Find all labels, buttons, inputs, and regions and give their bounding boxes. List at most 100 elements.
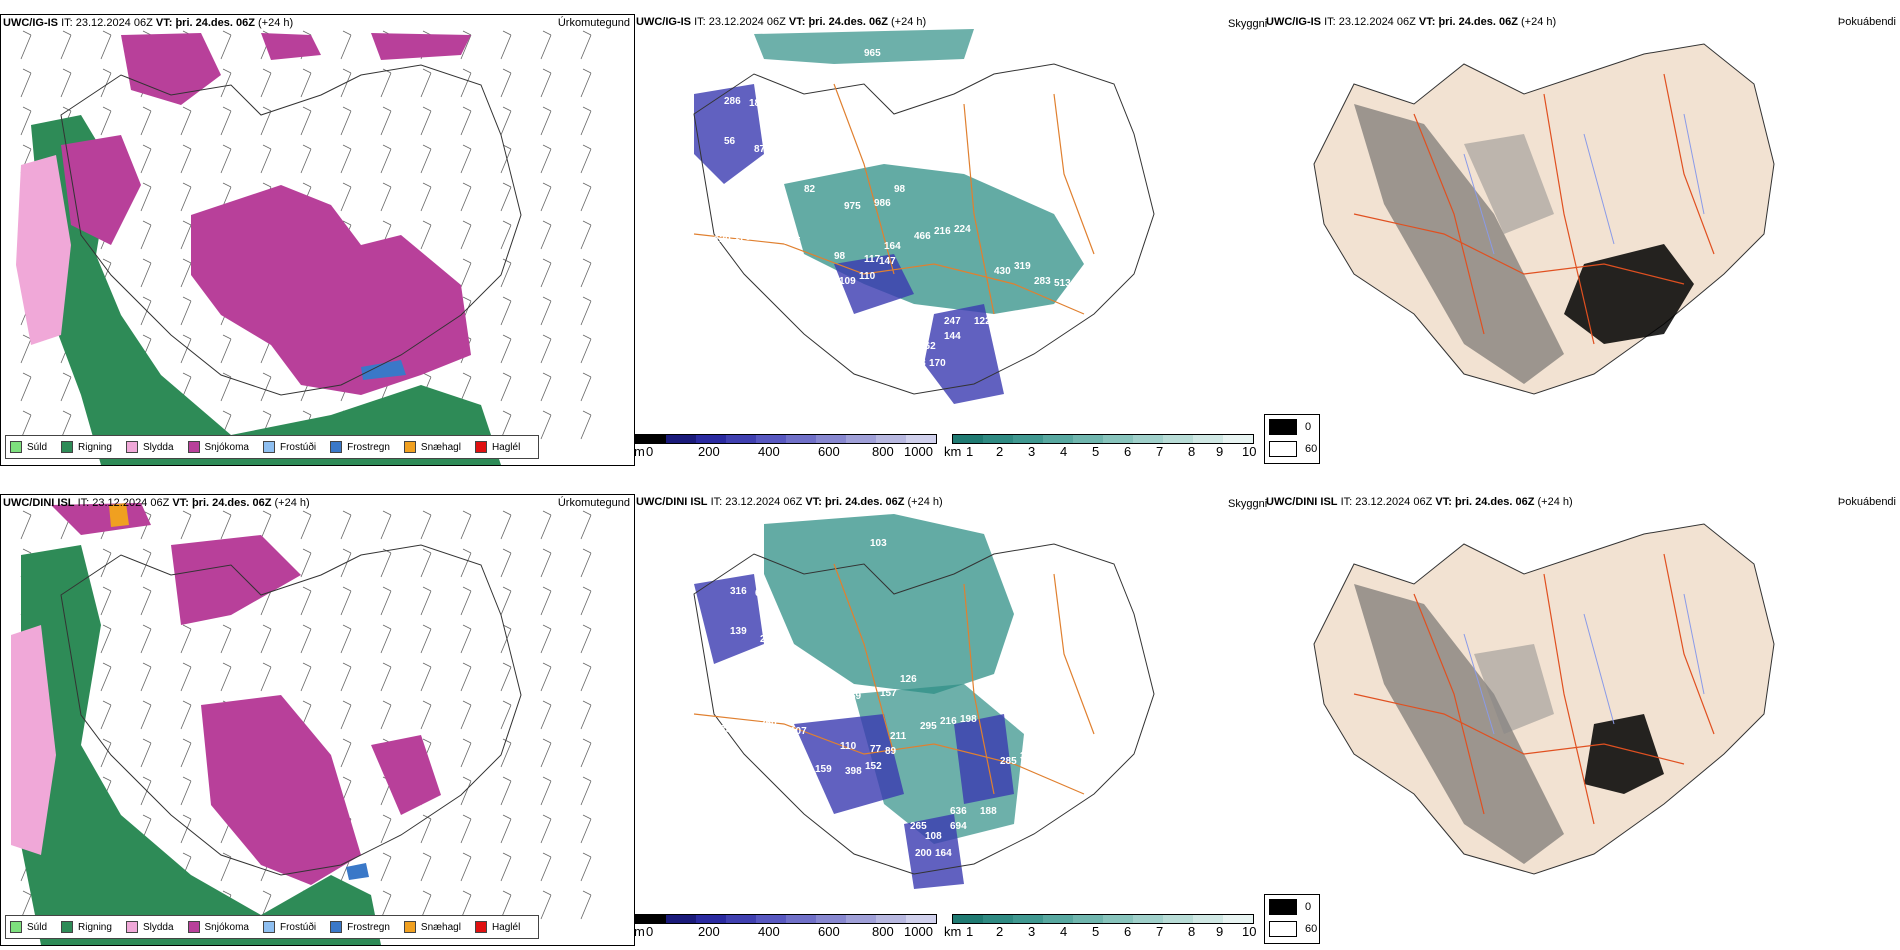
wind-barb xyxy=(380,510,392,540)
wind-barb xyxy=(300,106,312,136)
vis-label: 135 xyxy=(784,236,801,247)
wind-barb xyxy=(580,814,592,844)
wind-barb xyxy=(580,30,592,60)
wind-barb xyxy=(460,586,472,616)
vis-label: 283 xyxy=(1034,276,1051,287)
wind-barb xyxy=(220,372,232,402)
vis-label: 62 xyxy=(774,256,786,267)
legend-swatch xyxy=(262,921,275,933)
wind-barb xyxy=(300,68,312,98)
vis-label: 56 xyxy=(724,136,736,147)
wind-barb xyxy=(380,814,392,844)
wind-barb xyxy=(420,182,432,212)
wind-barb xyxy=(100,662,112,692)
vis-label: 636 xyxy=(950,806,967,817)
wind-barb xyxy=(340,510,352,540)
wind-barb xyxy=(180,814,192,844)
wind-barb xyxy=(140,258,152,288)
vis-label: 211 xyxy=(890,731,907,742)
vis-label: 121 xyxy=(809,274,826,285)
wind-barb xyxy=(540,852,552,882)
wind-barb xyxy=(500,624,512,654)
wind-barb xyxy=(500,662,512,692)
cloud-map-1 xyxy=(1313,43,1775,395)
wind-barb xyxy=(180,510,192,540)
wind-barb xyxy=(260,662,272,692)
wind-barb xyxy=(300,510,312,540)
vis-label: 216 xyxy=(940,716,957,727)
vis-label: 67 xyxy=(755,588,767,599)
vis-colorbar-km-2: km 1 2 3 4 5 6 7 8 9 10 xyxy=(944,914,1264,944)
wind-barb xyxy=(140,586,152,616)
legend-swatch xyxy=(403,441,416,453)
wind-barb xyxy=(180,144,192,174)
panel-subtitle-vis-1: Skyggni xyxy=(1228,18,1268,30)
vis-label: 73 xyxy=(1080,766,1092,777)
wind-barb xyxy=(420,548,432,578)
wind-barb xyxy=(300,548,312,578)
wind-barb xyxy=(20,510,32,540)
wind-barb xyxy=(540,624,552,654)
wind-barb xyxy=(340,662,352,692)
fog-area-1 xyxy=(1354,104,1564,384)
wind-barb xyxy=(340,106,352,136)
vis-label: 77 xyxy=(870,744,882,755)
wind-barb xyxy=(340,586,352,616)
vis-label: 267 xyxy=(810,674,827,685)
wind-barb xyxy=(540,182,552,212)
wind-barb xyxy=(420,662,432,692)
wind-barb xyxy=(140,700,152,730)
wind-barb xyxy=(580,890,592,920)
wind-barb xyxy=(180,334,192,364)
wind-barb xyxy=(580,662,592,692)
precip-panel-2: UWC/DINI ISL IT: 23.12.2024 06Z VT: þri.… xyxy=(0,494,635,946)
legend-swatch xyxy=(125,921,138,933)
wind-barb xyxy=(140,738,152,768)
vis-label: 216 xyxy=(934,226,951,237)
precip-panel-1: UWC/IG-IS IT: 23.12.2024 06Z VT: þri. 24… xyxy=(0,14,635,466)
wind-barb xyxy=(580,738,592,768)
legend-swatch xyxy=(262,441,275,453)
vis-label: 986 xyxy=(874,198,891,209)
wind-barb xyxy=(540,258,552,288)
coastline-vis-1 xyxy=(693,63,1155,395)
wind-barb xyxy=(220,624,232,654)
vis-label: 108 xyxy=(925,831,942,842)
wind-barb xyxy=(580,776,592,806)
vis-label: 250 xyxy=(760,718,777,729)
wind-barb xyxy=(140,548,152,578)
wind-barb xyxy=(380,106,392,136)
wind-barb xyxy=(340,624,352,654)
wind-barb xyxy=(460,106,472,136)
vis-label: 176 xyxy=(734,232,751,243)
wind-barb xyxy=(300,624,312,654)
vis-label: 496 xyxy=(1060,768,1077,779)
wind-barb xyxy=(540,738,552,768)
vis-colorbar-m-1: m 0 200 400 600 800 1000 xyxy=(634,434,944,464)
vis-colorbar-km-1: km 1 2 3 4 5 6 7 8 9 10 xyxy=(944,434,1264,464)
wind-barb xyxy=(180,776,192,806)
panel-subtitle-vis-2: Skyggni xyxy=(1228,498,1268,510)
wind-barb xyxy=(260,144,272,174)
wind-barb xyxy=(60,68,72,98)
wind-barb xyxy=(140,776,152,806)
vis-label: 82 xyxy=(804,184,816,195)
low-vis-area-1 xyxy=(784,164,1084,314)
wind-barb xyxy=(540,410,552,440)
wind-barb xyxy=(260,372,272,402)
wind-barb xyxy=(460,30,472,60)
wind-barb xyxy=(580,624,592,654)
vis-label: 122 xyxy=(974,316,991,327)
wind-barb xyxy=(500,852,512,882)
wind-barb xyxy=(540,814,552,844)
legend-swatch xyxy=(187,441,200,453)
wind-barb xyxy=(60,30,72,60)
wind-barb xyxy=(460,510,472,540)
vis-label: 117 xyxy=(864,254,881,265)
wind-barb xyxy=(460,258,472,288)
legend-swatch xyxy=(125,441,138,453)
wind-barb xyxy=(540,106,552,136)
wind-barb xyxy=(340,738,352,768)
wind-barb xyxy=(180,624,192,654)
vis-label: 285 xyxy=(1000,756,1017,767)
